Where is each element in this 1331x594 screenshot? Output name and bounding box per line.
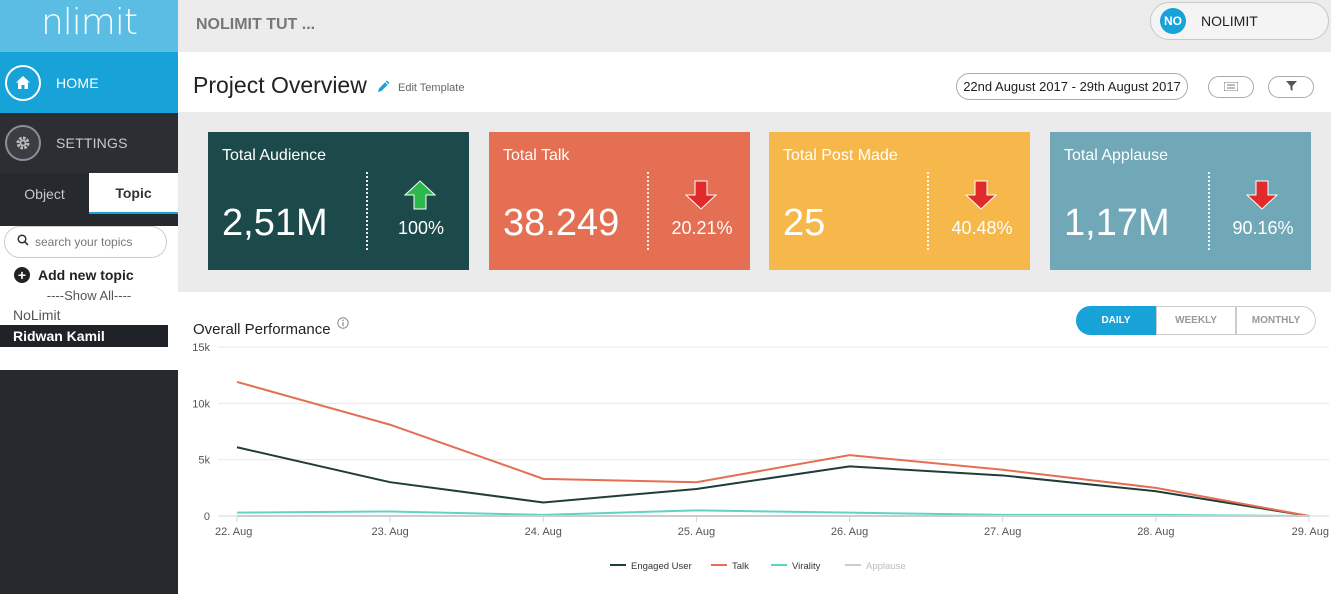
- filter-icon: [1285, 78, 1297, 96]
- arrow-down-icon: [964, 180, 998, 215]
- card-title: Total Talk: [503, 147, 570, 164]
- line-chart: 0 5k 10k 15k 22. Aug 23. Aug 24. Aug 25. Aug 26.…: [192, 342, 1329, 572]
- legend-label[interactable]: Applause: [866, 561, 906, 572]
- chart-title: Overall Performance: [193, 321, 331, 338]
- tab-object[interactable]: Object: [24, 185, 65, 202]
- card-title: Total Applause: [1064, 147, 1169, 164]
- card-divider: [1208, 172, 1210, 250]
- x-tick-label: 25. Aug: [678, 526, 715, 538]
- arrow-up-icon: [403, 180, 437, 215]
- card-total-talk[interactable]: Total Talk 38.249 20.21%: [489, 132, 750, 270]
- card-title: Total Audience: [222, 147, 327, 164]
- info-icon[interactable]: [337, 316, 349, 334]
- x-tick-label: 27. Aug: [984, 526, 1021, 538]
- nav-settings[interactable]: SETTINGS: [0, 113, 178, 173]
- search-box: [4, 226, 167, 258]
- card-total-audience[interactable]: Total Audience 2,51M 100%: [208, 132, 469, 270]
- filter-button[interactable]: [1268, 76, 1314, 98]
- series-line-engaged-user[interactable]: [236, 446, 1310, 517]
- legend-label[interactable]: Talk: [732, 561, 749, 572]
- page-title: Project Overview: [193, 72, 367, 98]
- nav-home-label: HOME: [56, 74, 99, 91]
- titlebar: Project Overview Edit Template 22nd Augu…: [178, 52, 1331, 112]
- date-range-picker[interactable]: 22nd August 2017 - 29th August 2017: [956, 73, 1188, 100]
- card-total-applause[interactable]: Total Applause 1,17M 90.16%: [1050, 132, 1311, 270]
- y-tick-label: 5k: [198, 455, 210, 467]
- topic-panel: + Add new topic ----Show All---- NoLimit…: [0, 226, 178, 426]
- search-icon: [17, 233, 29, 251]
- y-tick-label: 15k: [192, 342, 210, 354]
- card-percent: 90.16%: [1232, 218, 1294, 238]
- y-tick-label: 10k: [192, 398, 210, 410]
- list-view-button[interactable]: [1208, 76, 1254, 98]
- card-value: 2,51M: [222, 202, 328, 244]
- card-value: 25: [783, 202, 826, 244]
- arrow-down-icon: [1245, 180, 1279, 215]
- period-weekly-button[interactable]: WEEKLY: [1156, 306, 1236, 335]
- nav-home[interactable]: HOME: [0, 52, 178, 113]
- x-tick-label: 24. Aug: [525, 526, 562, 538]
- logo[interactable]: nlimit: [40, 1, 138, 43]
- sidebar-bottom: [0, 370, 178, 594]
- card-total-post-made[interactable]: Total Post Made 25 40.48%: [769, 132, 1030, 270]
- series-line-talk[interactable]: [236, 380, 1310, 517]
- chart-area: 0 5k 10k 15k 22. Aug 23. Aug 24. Aug 25. Aug 26.…: [178, 292, 1331, 594]
- x-tick-label: 23. Aug: [371, 526, 408, 538]
- card-title: Total Post Made: [783, 147, 898, 164]
- nav-settings-label: SETTINGS: [56, 135, 128, 151]
- period-daily-button[interactable]: DAILY: [1076, 306, 1156, 335]
- period-monthly-button[interactable]: MONTHLY: [1236, 306, 1316, 335]
- card-percent: 20.21%: [671, 218, 733, 238]
- x-tick-label: 22. Aug: [215, 526, 252, 538]
- avatar: NO: [1160, 8, 1186, 34]
- topic-item-nolimit[interactable]: NoLimit: [13, 307, 61, 323]
- card-divider: [647, 172, 649, 250]
- card-value: 1,17M: [1064, 202, 1170, 244]
- pencil-icon[interactable]: [376, 78, 392, 99]
- topbar: NOLIMIT TUT ... NO NOLIMIT: [178, 0, 1331, 52]
- legend-label[interactable]: Engaged User: [631, 561, 692, 572]
- arrow-down-icon: [684, 180, 718, 215]
- user-name: NOLIMIT: [1201, 13, 1258, 29]
- y-tick-label: 0: [204, 511, 210, 523]
- card-value: 38.249: [503, 202, 620, 244]
- show-all-link[interactable]: ----Show All----: [46, 288, 132, 303]
- x-tick-label: 26. Aug: [831, 526, 868, 538]
- project-name[interactable]: NOLIMIT TUT ...: [196, 16, 316, 33]
- series-line-virality[interactable]: [236, 509, 1310, 517]
- x-tick-label: 29. Aug: [1292, 526, 1329, 538]
- logo-area: nlimit: [0, 0, 178, 52]
- plus-icon: +: [14, 267, 30, 283]
- sidebar: nlimit HOME SETTINGS Object Topic +: [0, 0, 178, 594]
- card-divider: [366, 172, 368, 250]
- card-percent: 40.48%: [951, 218, 1013, 238]
- tab-topic[interactable]: Topic: [89, 173, 178, 214]
- card-divider: [927, 172, 929, 250]
- x-tick-label: 28. Aug: [1137, 526, 1174, 538]
- card-percent: 100%: [397, 218, 445, 238]
- edit-template-link[interactable]: Edit Template: [398, 82, 465, 94]
- legend-label[interactable]: Virality: [792, 561, 821, 572]
- sidebar-tabs: Object Topic: [0, 173, 178, 214]
- search-input[interactable]: [35, 235, 155, 249]
- home-icon: [5, 64, 41, 101]
- period-toggle: DAILY WEEKLY MONTHLY: [1076, 306, 1316, 335]
- gear-icon: [5, 125, 41, 161]
- topic-item-ridwan-kamil[interactable]: Ridwan Kamil: [0, 325, 168, 347]
- stat-cards: Total Audience 2,51M 100% Total Talk 38.…: [178, 112, 1331, 292]
- add-topic-button[interactable]: + Add new topic: [14, 267, 178, 283]
- user-menu[interactable]: NO NOLIMIT: [1150, 2, 1329, 40]
- add-topic-label: Add new topic: [38, 267, 134, 283]
- list-icon: [1223, 78, 1239, 96]
